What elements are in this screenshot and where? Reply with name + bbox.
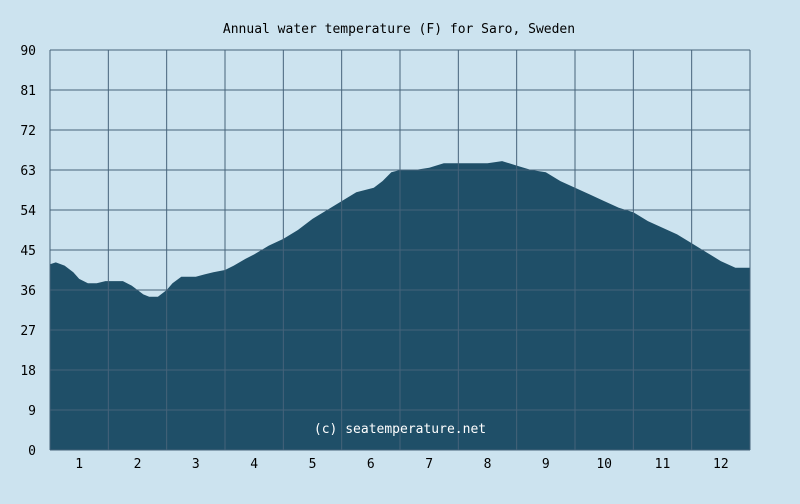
x-tick-label: 12 — [713, 457, 729, 472]
x-tick-label: 6 — [367, 457, 375, 472]
y-tick-label: 81 — [20, 84, 36, 99]
y-tick-label: 36 — [20, 284, 36, 299]
chart-title: Annual water temperature (F) for Saro, S… — [223, 22, 575, 37]
x-tick-label: 7 — [425, 457, 433, 472]
x-tick-label: 2 — [134, 457, 142, 472]
y-tick-label: 0 — [28, 444, 36, 459]
y-tick-label: 18 — [20, 364, 36, 379]
plot-area — [49, 49, 751, 451]
x-tick-label: 1 — [75, 457, 83, 472]
x-tick-label: 11 — [655, 457, 671, 472]
x-tick-label: 8 — [484, 457, 492, 472]
y-tick-label: 45 — [20, 244, 36, 259]
y-tick-label: 72 — [20, 124, 36, 139]
y-tick-label: 9 — [28, 404, 36, 419]
x-tick-label: 3 — [192, 457, 200, 472]
x-tick-label: 4 — [250, 457, 258, 472]
y-tick-label: 63 — [20, 164, 36, 179]
y-tick-label: 54 — [20, 204, 36, 219]
x-axis-labels: 1 2 3 4 5 6 7 8 9 10 11 12 — [75, 457, 728, 472]
x-tick-label: 5 — [309, 457, 317, 472]
x-tick-label: 10 — [596, 457, 612, 472]
y-tick-label: 90 — [20, 44, 36, 59]
y-axis-labels: 0 9 18 27 36 45 54 63 72 81 90 — [20, 44, 36, 459]
y-tick-label: 27 — [20, 324, 36, 339]
watermark-text: (c) seatemperature.net — [314, 422, 486, 437]
x-tick-label: 9 — [542, 457, 550, 472]
